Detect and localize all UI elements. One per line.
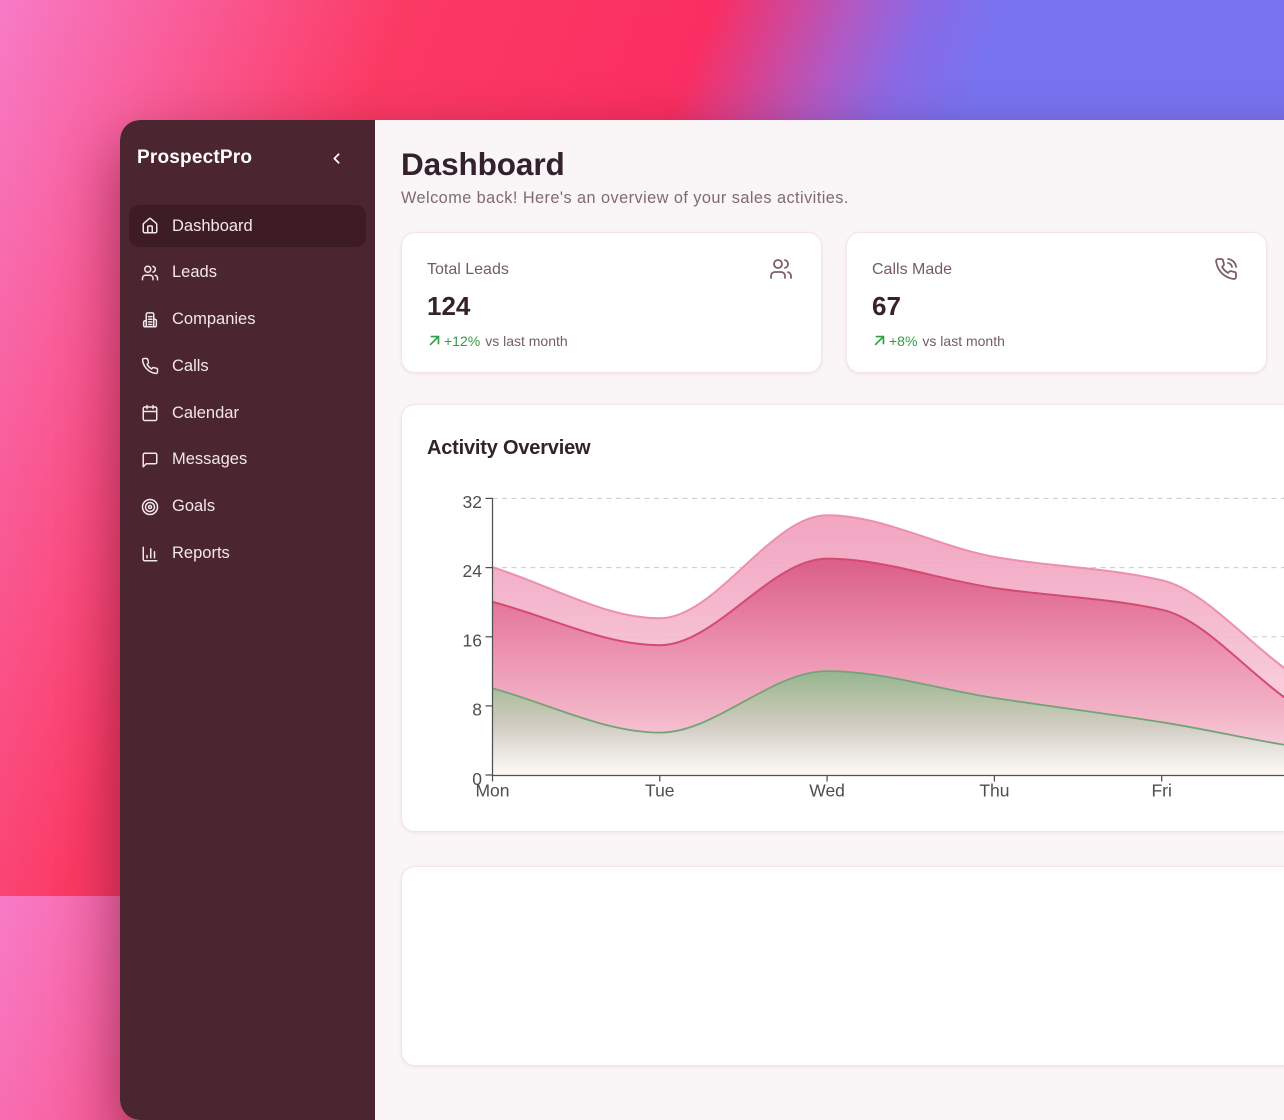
svg-text:32: 32	[463, 492, 482, 512]
svg-text:0: 0	[472, 769, 482, 789]
svg-text:8: 8	[472, 700, 482, 720]
svg-text:Wed: Wed	[809, 781, 845, 801]
svg-text:Thu: Thu	[979, 781, 1009, 801]
svg-text:Tue: Tue	[645, 781, 675, 801]
svg-text:16: 16	[463, 630, 482, 650]
svg-text:Mon: Mon	[475, 781, 509, 801]
svg-text:24: 24	[463, 561, 483, 581]
svg-text:Fri: Fri	[1151, 781, 1171, 801]
